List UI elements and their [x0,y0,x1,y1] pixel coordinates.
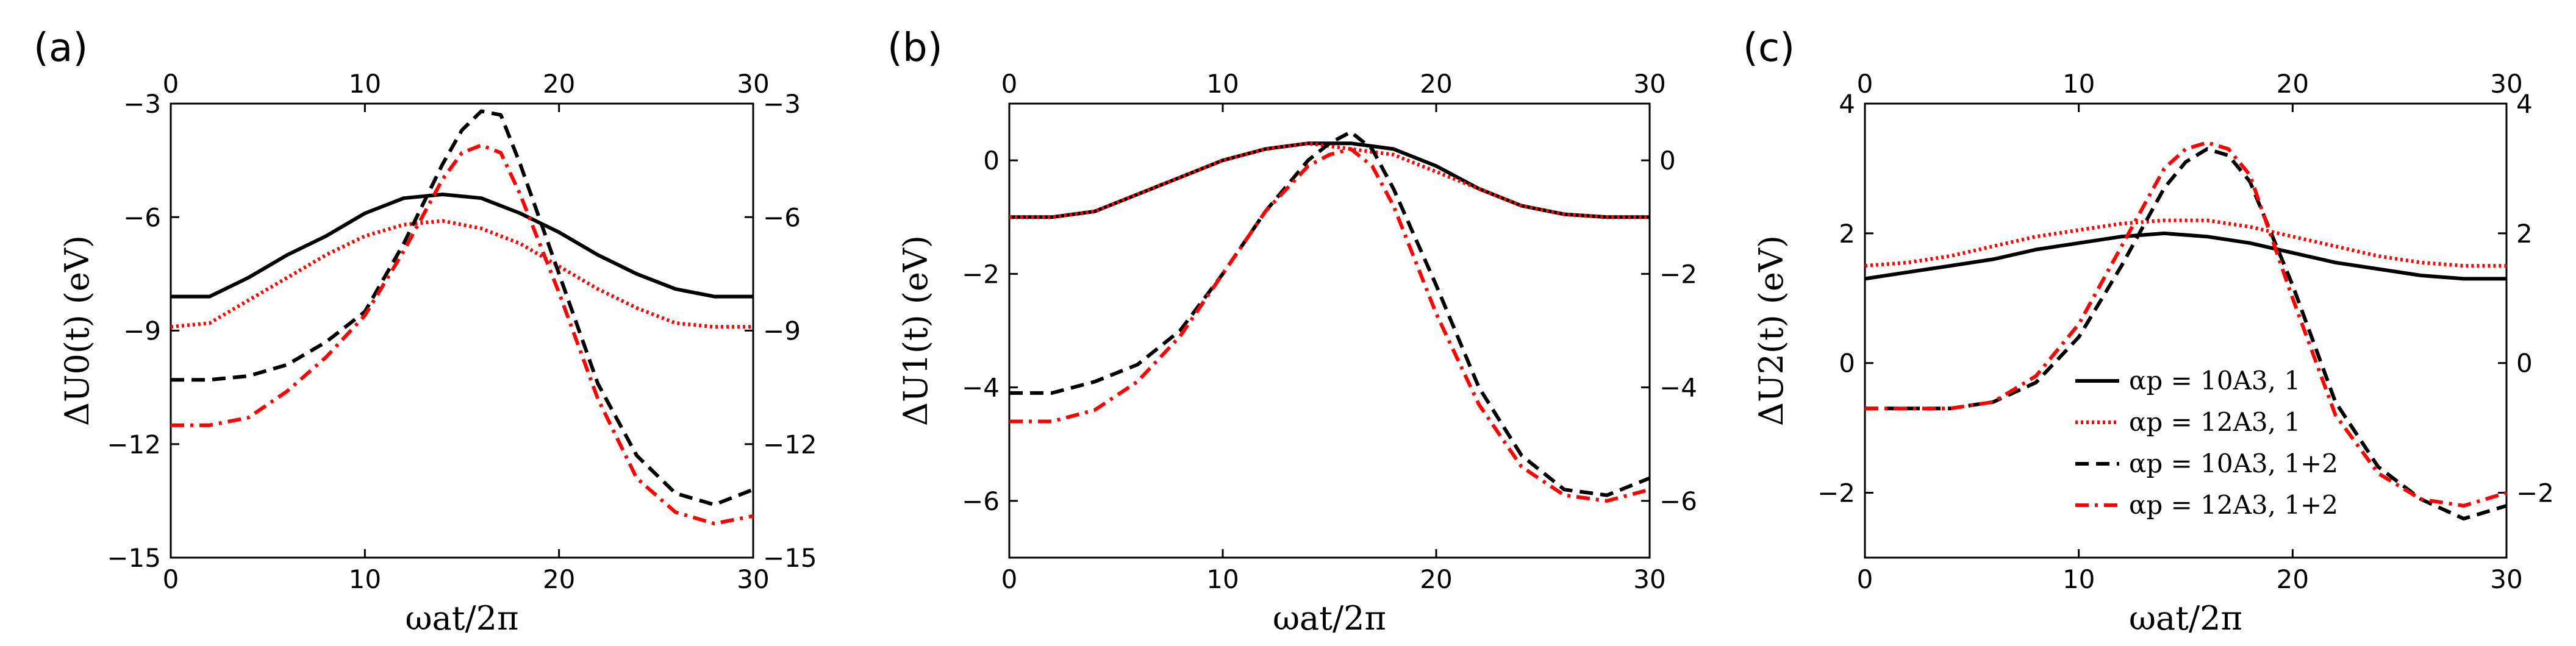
panel-label: (c) [1743,26,1795,71]
series-line-4 [1009,147,1650,503]
y-tick-label-left: 2 [1839,219,1855,249]
x-axis-label: ωat/2π [2129,599,2242,637]
x-tick-label-bottom: 30 [2490,564,2522,594]
x-tick-label-bottom: 10 [2063,564,2095,594]
x-tick-label-bottom: 20 [2277,564,2309,594]
series-line-1 [171,193,753,299]
x-tick-label-bottom: 30 [737,564,769,594]
y-axis-label: ΔU1(t) (eV) [896,235,935,426]
y-tick-label-left: −15 [107,543,161,573]
legend: αp = 10A3, 1 αp = 12A3, 1 αp = 10A3, 1+2 αp… [2075,366,2338,520]
legend-entry: αp = 12A3, 1 [2129,407,2300,437]
legend-entry: αp = 12A3, 1+2 [2129,490,2338,520]
x-tick-label-bottom: 10 [1206,564,1239,594]
y-tick-label-left: −2 [962,259,1000,289]
x-tick-label-top: 10 [349,69,381,99]
legend-entry: αp = 10A3, 1+2 [2129,449,2338,478]
x-tick-label-bottom: 30 [1633,564,1665,594]
x-tick-label-top: 20 [543,69,575,99]
y-tick-label-right: −9 [763,316,801,346]
y-tick-label-left: −12 [107,430,161,460]
x-tick-label-bottom: 20 [543,564,575,594]
series-line-4 [1865,140,2507,508]
x-tick-label-top: 0 [163,69,179,99]
y-tick-label-left: −9 [123,316,161,346]
x-tick-label-bottom: 0 [1001,564,1018,594]
y-tick-label-right: −6 [1659,486,1697,516]
x-tick-label-top: 0 [1857,69,1873,99]
panel-label: (b) [887,26,943,71]
x-tick-label-top: 20 [1420,69,1452,99]
x-tick-label-top: 10 [2063,69,2095,99]
x-tick-label-top: 10 [1206,69,1239,99]
x-tick-label-bottom: 20 [1420,564,1452,594]
plot-frame [1008,102,1651,559]
y-tick-label-right: −2 [2516,478,2554,508]
y-tick-label-left: −6 [123,202,161,232]
plot-frame [1864,102,2508,559]
x-tick-label-top: 0 [1001,69,1018,99]
y-axis-label: ΔU2(t) (eV) [1752,235,1791,426]
y-tick-label-left: −6 [962,486,1000,516]
y-tick-label-left: −3 [123,89,161,119]
y-tick-label-right: 4 [2516,89,2533,119]
panel-c: (c) 0 0 10 10 20 20 30 30 −2 −2 0 0 2 2 4 4 ωat/2π ΔU2(t) … [1743,26,2554,637]
legend-entry: αp = 10A3, 1 [2129,366,2300,396]
x-tick-label-bottom: 10 [349,564,381,594]
y-tick-label-right: −12 [763,430,817,460]
x-tick-label-top: 30 [2490,69,2522,99]
series-line-2 [1864,218,2506,268]
y-tick-label-left: −4 [962,373,1000,403]
y-axis-label: ΔU0(t) (eV) [58,235,96,426]
x-tick-label-top: 30 [737,69,769,99]
y-tick-label-right: 0 [2516,349,2533,378]
y-tick-label-left: 4 [1839,89,1855,119]
x-axis-label: ωat/2π [406,599,519,637]
x-tick-label-top: 20 [2277,69,2309,99]
series-line-1 [1864,231,2506,281]
plot-frame [170,102,754,559]
x-tick-label-bottom: 0 [163,564,179,594]
y-tick-label-left: 0 [983,146,1000,176]
y-tick-label-right: 0 [1659,146,1676,176]
series-line-2 [1009,141,1650,219]
x-tick-label-top: 30 [1633,69,1665,99]
series-line-2 [170,219,753,329]
y-tick-label-right: 2 [2516,219,2533,249]
y-tick-label-right: −3 [763,89,801,119]
y-tick-label-left: 0 [1839,349,1855,378]
series-line-3 [171,109,754,507]
series-line-3 [1009,130,1651,497]
panel-b: (b) 0 0 10 10 20 20 30 30 −6 −6 −4 −4 −2 −2 0 0 ωat/2π ΔU1… [887,26,1697,637]
series-line-3 [1865,147,2507,521]
y-tick-label-left: −2 [1817,478,1855,508]
panel-label: (a) [34,26,88,71]
y-tick-label-right: −15 [763,543,817,573]
series-line-4 [171,143,754,526]
y-tick-label-right: −4 [1659,373,1697,403]
x-axis-label: ωat/2π [1273,599,1386,637]
x-tick-label-bottom: 0 [1857,564,1873,594]
y-tick-label-right: −6 [763,202,801,232]
y-tick-label-right: −2 [1659,259,1697,289]
